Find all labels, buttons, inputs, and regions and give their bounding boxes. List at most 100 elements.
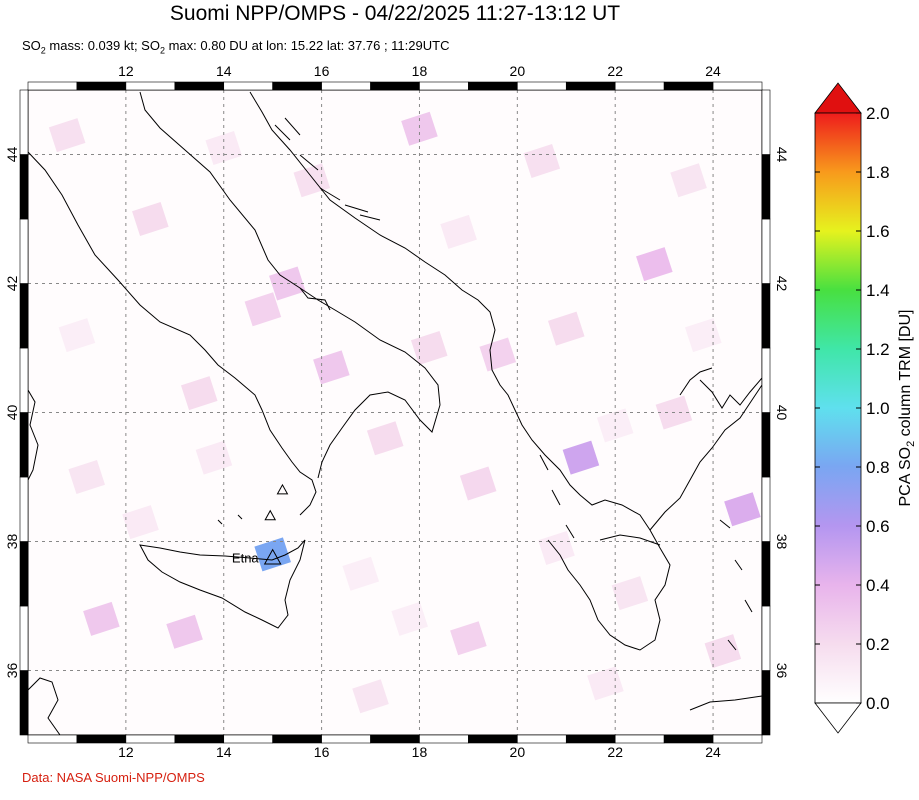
frame-tick-marks [19, 81, 771, 744]
frame-segment-right [761, 476, 771, 542]
frame-segment-bottom [174, 734, 225, 744]
colorbar-tick-label: 0.8 [866, 458, 890, 477]
frame-segment-right [761, 218, 771, 284]
frame-segment-bottom [321, 734, 371, 744]
volcano-marker [276, 483, 289, 495]
colorbar-label-subscript: 2 [905, 441, 917, 447]
lat-tick-label-right: 40 [774, 405, 790, 421]
map-title: Suomi NPP/OMPS - 04/22/2025 11:27-13:12 … [169, 2, 621, 25]
frame-segment-top [174, 81, 225, 91]
so2-pixel [254, 537, 291, 572]
so2-pixel [83, 601, 120, 636]
frame-segment-right [761, 154, 771, 220]
coastlines [28, 91, 762, 735]
frame-segment-right [761, 347, 771, 413]
coastline-chalkidiki [699, 377, 762, 409]
frame-segment-left [19, 476, 29, 542]
so2-pixel [58, 318, 96, 353]
frame-segment-left [19, 283, 29, 349]
map-area: Etna [28, 90, 762, 735]
frame-segment-right [761, 89, 771, 155]
frame-segment-bottom [614, 734, 665, 744]
lon-tick-label-top: 18 [412, 63, 428, 79]
colorbar-tick-label: 1.6 [866, 222, 890, 241]
frame-segment-top [223, 81, 273, 91]
colorbar-body [814, 112, 862, 704]
lon-tick-label-bottom: 20 [510, 744, 526, 760]
colorbar-tick-label: 0.0 [866, 694, 890, 713]
colorbar-label-prefix: PCA SO [897, 447, 914, 507]
so2-pixel [636, 247, 673, 282]
lon-tick-label-top: 12 [118, 63, 134, 79]
frame-segment-bottom [517, 734, 567, 744]
so2-pixel [538, 530, 575, 565]
frame-segment-bottom [419, 734, 469, 744]
coastline-greece-aegean [649, 384, 762, 531]
frame-segment-left [19, 347, 29, 413]
frame-segment-bottom [27, 734, 78, 744]
coastline-ionian-islands [539, 454, 753, 651]
frame-segment-top [468, 81, 518, 91]
colorbar-tick-label: 1.0 [866, 399, 890, 418]
so2-pixel [450, 621, 487, 656]
so2-pixel [352, 679, 389, 714]
axis-tick-labels: 12 12 14 14 16 16 18 18 20 20 22 22 24 24 36 36 38 38 40 40… [4, 63, 790, 760]
lon-tick-label-bottom: 22 [607, 744, 623, 760]
frame-segment-left [19, 154, 29, 220]
colorbar-tick-label: 0.4 [866, 576, 890, 595]
so2-pixel [132, 202, 169, 236]
coastline-italy-east [139, 91, 441, 479]
lat-tick-label-right: 36 [774, 663, 790, 679]
lon-tick-label-top: 16 [314, 63, 330, 79]
frame-segment-bottom [565, 734, 616, 744]
map-subtitle: SO2 mass: 0.039 kt; SO2 max: 0.80 DU at … [22, 38, 449, 56]
frame-segment-bottom [125, 734, 176, 744]
so2-pixel [180, 376, 218, 411]
colorbar-label: PCA SO2 column TRM [DU] [897, 310, 917, 507]
subtitle-max-text: max: 0.80 DU at lon: 15.22 lat: 37.76 ; … [164, 38, 450, 53]
frame-segment-bottom [223, 734, 273, 744]
lon-tick-label-bottom: 12 [118, 744, 134, 760]
frame-segment-top [272, 81, 322, 91]
frame-segment-top [663, 81, 714, 91]
so2-pixel [611, 576, 649, 611]
coastline-aeolian [217, 514, 243, 525]
colorbar-under-arrow [814, 702, 862, 734]
colorbar-ticks: 0.0 0.2 0.4 0.6 0.8 1.0 1.2 1.4 1.6 1.8 2.0 [815, 104, 890, 713]
so2-pixel [704, 634, 742, 669]
frame-segment-top [517, 81, 567, 91]
so2-pixel [122, 505, 159, 540]
coastline-crete [689, 695, 762, 711]
lon-tick-label-top: 20 [510, 63, 526, 79]
lat-tick-label-left: 40 [4, 405, 20, 421]
subtitle-mass-prefix: SO [22, 38, 41, 53]
volcano-marker-etna [263, 548, 282, 565]
so2-pixel [440, 214, 477, 249]
volcano-layer: Etna [232, 483, 289, 566]
coastline-corinth [599, 534, 661, 546]
frame-segment-left [19, 605, 29, 671]
colorbar-label-suffix: column TRM [DU] [897, 310, 914, 441]
lat-tick-label-left: 42 [4, 276, 20, 292]
frame-segment-right [761, 412, 771, 478]
coastline-gargano [299, 287, 331, 311]
so2-pixel [410, 331, 448, 365]
so2-pixel [68, 460, 106, 494]
so2-pixel [670, 163, 707, 198]
lat-tick-label-left: 38 [4, 534, 20, 550]
frame-segment-left [19, 89, 29, 155]
colorbar-tick-label: 1.8 [866, 163, 890, 182]
so2-pixel [547, 311, 585, 346]
lat-tick-label-right: 38 [774, 534, 790, 550]
lat-tick-label-left: 44 [4, 147, 20, 163]
so2-pixel [459, 466, 497, 501]
frame-segment-bottom [712, 734, 763, 744]
so2-pixel [313, 350, 350, 385]
gridlines [28, 90, 762, 735]
subtitle-mass-text: mass: 0.039 kt; SO [45, 38, 160, 53]
frame-segment-top [27, 81, 78, 91]
lon-tick-label-bottom: 14 [216, 744, 232, 760]
frame-segment-left [19, 541, 29, 607]
subtitle-max-subscript: 2 [159, 45, 165, 56]
